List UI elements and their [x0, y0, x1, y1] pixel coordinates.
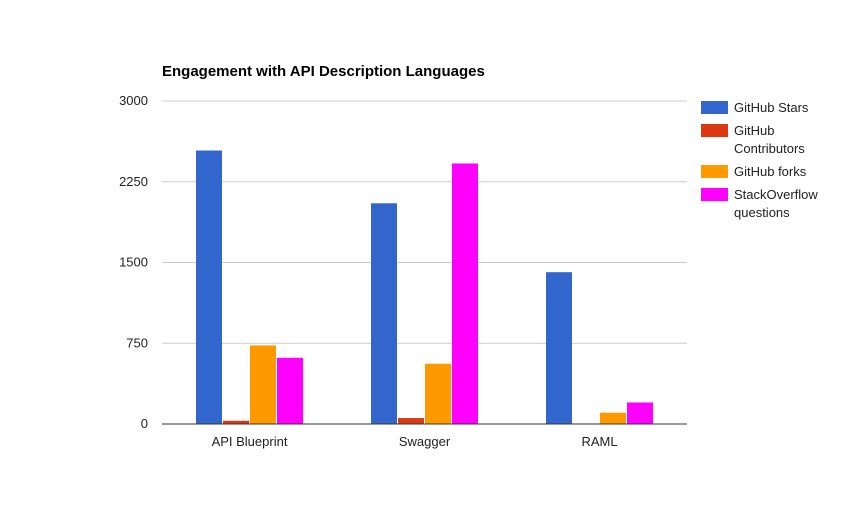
bar-github-contributors-swagger: [398, 418, 424, 424]
legend-item: GitHub forks: [701, 164, 807, 179]
bar-github-stars-swagger: [371, 203, 397, 424]
bars: [196, 150, 653, 425]
bar-github-forks-api-blueprint: [250, 345, 276, 424]
bar-stackoverflow-questions-swagger: [452, 163, 478, 425]
legend-item: StackOverflow questions: [701, 187, 818, 220]
y-tick-label: 2250: [119, 174, 148, 189]
y-axis-ticks: 0 750 1500 2250 3000: [119, 93, 148, 431]
bar-github-stars-api-blueprint: [196, 150, 222, 424]
y-tick-label: 1500: [119, 255, 148, 270]
legend: GitHub Stars GitHub Contributors GitHub for…: [701, 100, 818, 220]
gridlines: [162, 100, 687, 344]
bar-github-stars-raml: [546, 272, 572, 424]
legend-swatch: [701, 101, 728, 114]
x-tick-label: RAML: [581, 434, 617, 449]
x-axis-ticks: API Blueprint Swagger RAML: [212, 434, 618, 449]
y-tick-label: 3000: [119, 93, 148, 108]
legend-swatch: [701, 124, 728, 137]
y-tick-label: 0: [141, 416, 148, 431]
legend-item: GitHub Stars: [701, 100, 809, 115]
bar-github-forks-raml: [600, 412, 626, 424]
bar-stackoverflow-questions-api-blueprint: [277, 357, 303, 424]
bar-github-forks-swagger: [425, 363, 451, 424]
chart-title: Engagement with API Description Language…: [162, 63, 485, 80]
bar-stackoverflow-questions-raml: [627, 402, 653, 424]
bar-github-contributors-api-blueprint: [223, 420, 249, 424]
legend-label: StackOverflow questions: [734, 187, 818, 220]
legend-label: GitHub Stars: [734, 100, 809, 115]
y-tick-label: 750: [126, 335, 148, 350]
legend-label: GitHub Contributors: [734, 123, 805, 156]
x-tick-label: API Blueprint: [212, 434, 288, 449]
legend-item: GitHub Contributors: [701, 123, 805, 156]
x-tick-label: Swagger: [399, 434, 451, 449]
legend-swatch: [701, 165, 728, 178]
legend-swatch: [701, 188, 728, 201]
legend-label: GitHub forks: [734, 164, 807, 179]
